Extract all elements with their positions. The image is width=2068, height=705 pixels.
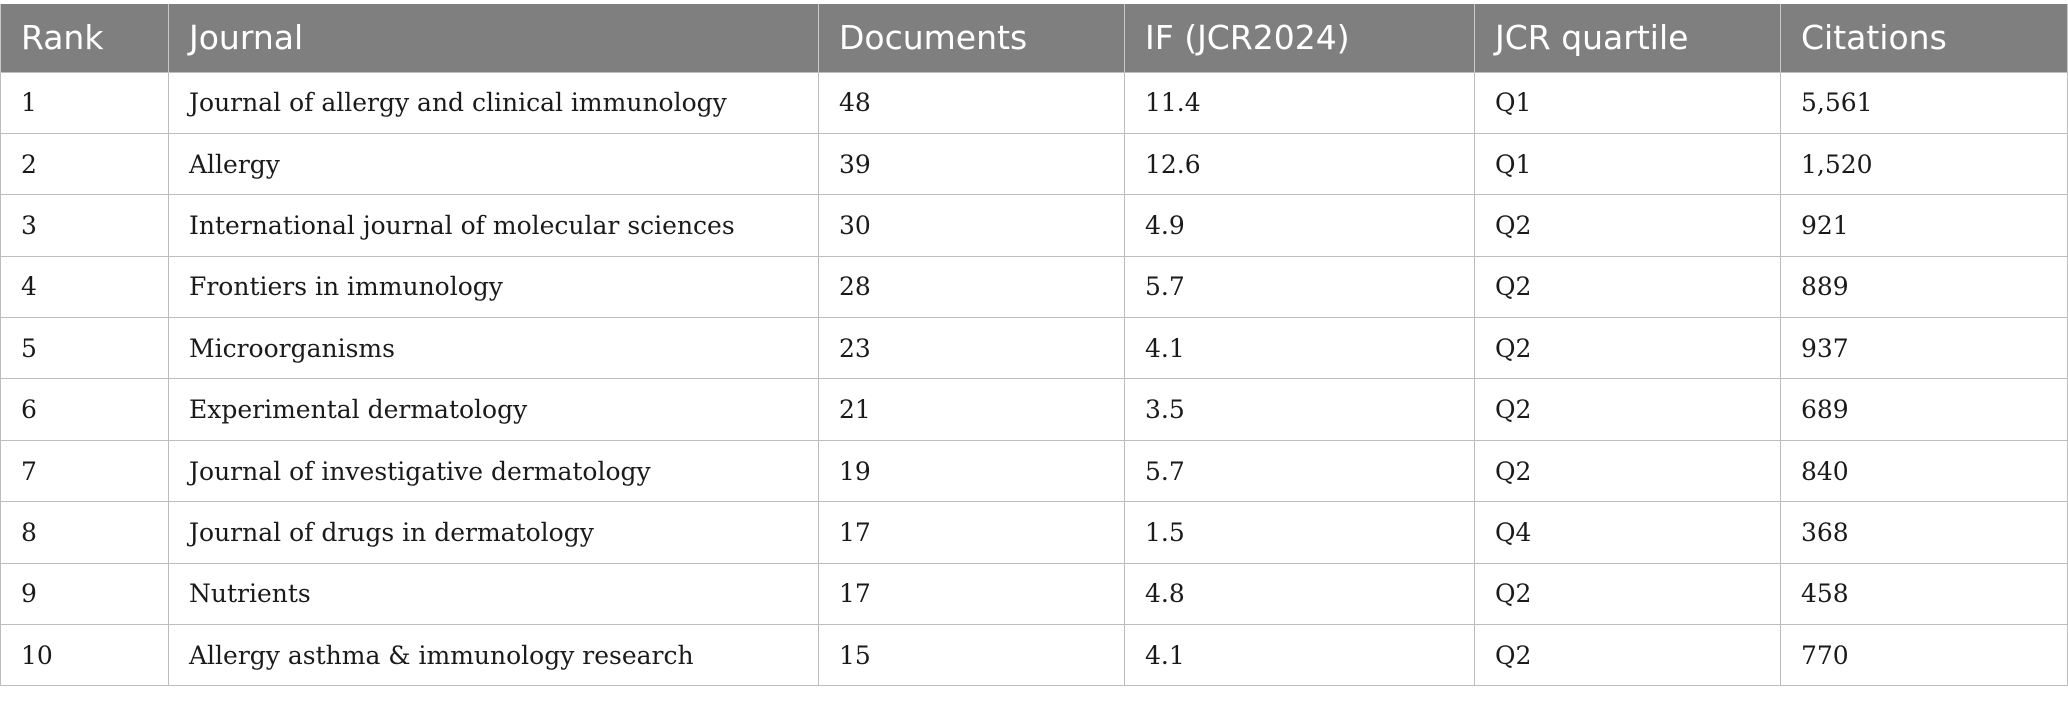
header-row: Rank Journal Documents IF (JCR2024) JCR … [0, 4, 2068, 72]
table-row: 4 Frontiers in immunology 28 5.7 Q2 889 [0, 255, 2068, 319]
journals-table-container: Rank Journal Documents IF (JCR2024) JCR … [0, 4, 2068, 687]
cell-citations: 937 [1780, 317, 2068, 380]
table-row: 8 Journal of drugs in dermatology 17 1.5… [0, 501, 2068, 564]
cell-citations: 1,520 [1780, 132, 2068, 196]
table-row: 10 Allergy asthma & immunology research … [0, 624, 2068, 687]
cell-impact-factor: 4.8 [1124, 562, 1475, 626]
cell-impact-factor: 5.7 [1124, 439, 1475, 503]
cell-rank: 8 [0, 501, 169, 564]
cell-citations: 5,561 [1780, 71, 2068, 134]
cell-quartile: Q2 [1474, 624, 1781, 687]
cell-rank: 10 [0, 624, 169, 687]
cell-journal: Journal of allergy and clinical immunolo… [168, 71, 819, 134]
table-row: 3 International journal of molecular sci… [0, 194, 2068, 257]
cell-documents: 30 [818, 194, 1125, 257]
cell-impact-factor: 11.4 [1124, 71, 1475, 134]
cell-documents: 23 [818, 317, 1125, 380]
cell-quartile: Q2 [1474, 194, 1781, 257]
header-impact-factor: IF (JCR2024) [1124, 4, 1475, 72]
header-journal: Journal [168, 4, 819, 72]
cell-documents: 28 [818, 255, 1125, 319]
cell-citations: 368 [1780, 501, 2068, 564]
cell-rank: 2 [0, 132, 169, 196]
table-row: 6 Experimental dermatology 21 3.5 Q2 689 [0, 378, 2068, 441]
cell-citations: 770 [1780, 624, 2068, 687]
cell-impact-factor: 4.1 [1124, 624, 1475, 687]
cell-journal: Allergy [168, 132, 819, 196]
cell-documents: 39 [818, 132, 1125, 196]
cell-journal: Journal of investigative dermatology [168, 439, 819, 503]
header-jcr-quartile: JCR quartile [1474, 4, 1781, 72]
cell-documents: 21 [818, 378, 1125, 441]
cell-citations: 889 [1780, 255, 2068, 319]
cell-quartile: Q2 [1474, 562, 1781, 626]
cell-impact-factor: 12.6 [1124, 132, 1475, 196]
header-documents: Documents [818, 4, 1125, 72]
cell-journal: Experimental dermatology [168, 378, 819, 441]
cell-documents: 48 [818, 71, 1125, 134]
cell-quartile: Q4 [1474, 501, 1781, 564]
cell-citations: 458 [1780, 562, 2068, 626]
cell-rank: 6 [0, 378, 169, 441]
table-header: Rank Journal Documents IF (JCR2024) JCR … [0, 4, 2068, 72]
cell-quartile: Q2 [1474, 439, 1781, 503]
cell-rank: 7 [0, 439, 169, 503]
cell-citations: 921 [1780, 194, 2068, 257]
cell-quartile: Q1 [1474, 71, 1781, 134]
cell-impact-factor: 3.5 [1124, 378, 1475, 441]
cell-rank: 5 [0, 317, 169, 380]
cell-citations: 840 [1780, 439, 2068, 503]
table-row: 7 Journal of investigative dermatology 1… [0, 439, 2068, 503]
header-citations: Citations [1780, 4, 2068, 72]
cell-impact-factor: 5.7 [1124, 255, 1475, 319]
cell-rank: 4 [0, 255, 169, 319]
cell-journal: International journal of molecular scien… [168, 194, 819, 257]
header-rank: Rank [0, 4, 169, 72]
top-journals-table: Rank Journal Documents IF (JCR2024) JCR … [0, 4, 2068, 687]
cell-documents: 17 [818, 501, 1125, 564]
cell-journal: Frontiers in immunology [168, 255, 819, 319]
table-row: 2 Allergy 39 12.6 Q1 1,520 [0, 132, 2068, 196]
cell-journal: Nutrients [168, 562, 819, 626]
cell-quartile: Q2 [1474, 317, 1781, 380]
cell-impact-factor: 4.1 [1124, 317, 1475, 380]
table-row: 9 Nutrients 17 4.8 Q2 458 [0, 562, 2068, 626]
table-row: 5 Microorganisms 23 4.1 Q2 937 [0, 317, 2068, 380]
cell-rank: 1 [0, 71, 169, 134]
cell-documents: 19 [818, 439, 1125, 503]
cell-impact-factor: 1.5 [1124, 501, 1475, 564]
cell-impact-factor: 4.9 [1124, 194, 1475, 257]
cell-rank: 9 [0, 562, 169, 626]
table-row: 1 Journal of allergy and clinical immuno… [0, 71, 2068, 134]
cell-rank: 3 [0, 194, 169, 257]
cell-citations: 689 [1780, 378, 2068, 441]
table-body: 1 Journal of allergy and clinical immuno… [0, 71, 2068, 687]
cell-quartile: Q2 [1474, 255, 1781, 319]
cell-journal: Allergy asthma & immunology research [168, 624, 819, 687]
cell-documents: 15 [818, 624, 1125, 687]
cell-quartile: Q2 [1474, 378, 1781, 441]
cell-journal: Journal of drugs in dermatology [168, 501, 819, 564]
cell-journal: Microorganisms [168, 317, 819, 380]
cell-quartile: Q1 [1474, 132, 1781, 196]
cell-documents: 17 [818, 562, 1125, 626]
